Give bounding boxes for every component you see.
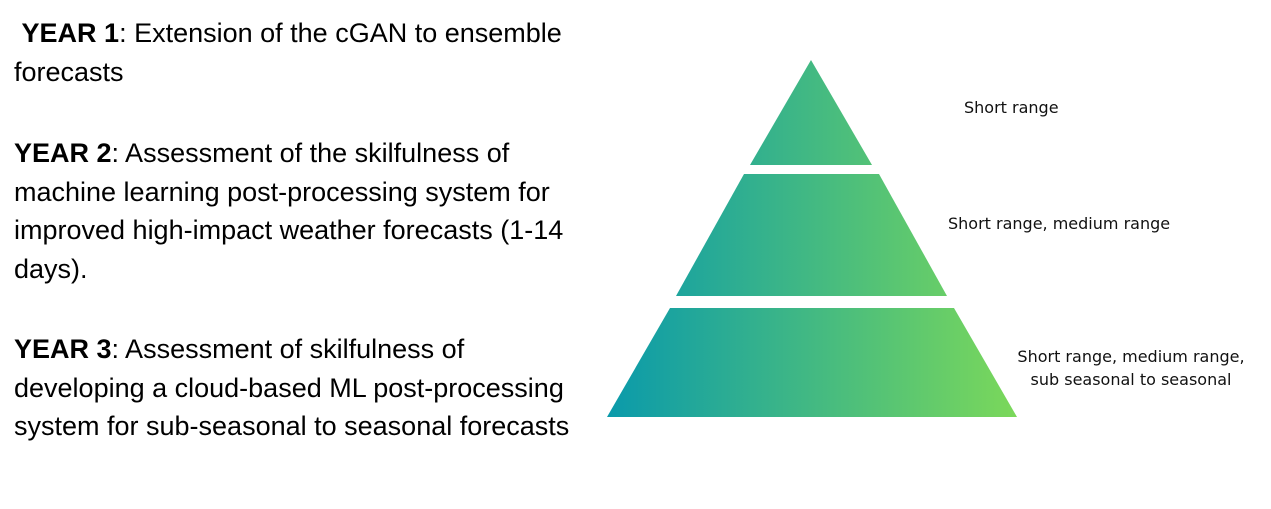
year-2-label: YEAR 2 <box>14 138 112 168</box>
pyramid-tier-top <box>750 60 872 165</box>
year-1-description: : Extension of the cGAN to ensemble fore… <box>14 18 562 87</box>
tier-label-short-medium-range: Short range, medium range <box>948 214 1171 233</box>
tier-label-short-medium-subseasonal-range: Short range, medium range, sub seasonal … <box>1017 347 1245 389</box>
year-1-label: YEAR 1 <box>21 18 120 48</box>
year-3-description: : Assessment of skilfulness of developin… <box>14 334 570 441</box>
pyramid-tier-middle <box>676 174 947 296</box>
year-2-description: : Assessment of the skilfulness of machi… <box>14 138 564 284</box>
year-2-text: YEAR 2: Assessment of the skilfulness of… <box>14 134 594 288</box>
year-1-text: YEAR 1: Extension of the cGAN to ensembl… <box>14 14 594 91</box>
year-3-text: YEAR 3: Assessment of skilfulness of dev… <box>14 330 594 446</box>
year-3-label: YEAR 3 <box>14 334 112 364</box>
pyramid-tier-bottom <box>607 308 1017 417</box>
tier-label-short-range: Short range <box>964 98 1059 117</box>
